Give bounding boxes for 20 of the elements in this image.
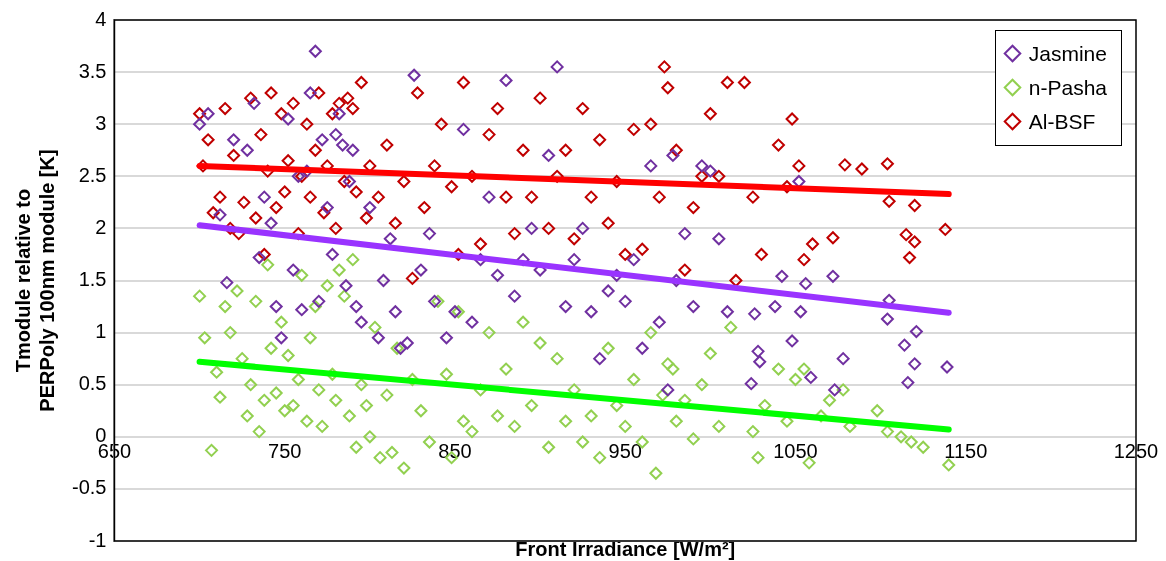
y-tick-label: 1 <box>95 320 107 343</box>
x-tick-label: 750 <box>268 440 302 463</box>
x-tick-label: 950 <box>608 440 642 463</box>
y-tick-label: 2.5 <box>78 163 107 186</box>
x-tick-label: 850 <box>438 440 472 463</box>
legend-label: Al-BSF <box>1028 110 1096 133</box>
y-tick-label: -0.5 <box>71 476 107 499</box>
x-tick-label: 1150 <box>944 440 988 463</box>
y-tick-label: -1 <box>88 528 107 551</box>
y-tick-label: 3.5 <box>78 59 107 82</box>
x-tick-label: 1050 <box>773 440 818 463</box>
y-tick-label: 1.5 <box>78 268 107 291</box>
y-tick-label: 2 <box>95 215 107 238</box>
legend-label: Jasmine <box>1028 42 1107 65</box>
y-tick-label: 3 <box>95 111 107 134</box>
y-tick-label: 4 <box>95 7 107 30</box>
y-tick-label: 0.5 <box>78 372 107 395</box>
x-axis-title: Front Irradiance [W/m²] <box>515 538 736 561</box>
legend-label: n-Pasha <box>1028 76 1107 99</box>
y-axis-title: Tmodule relative to PERPoly 100nm module [K] <box>11 149 58 412</box>
